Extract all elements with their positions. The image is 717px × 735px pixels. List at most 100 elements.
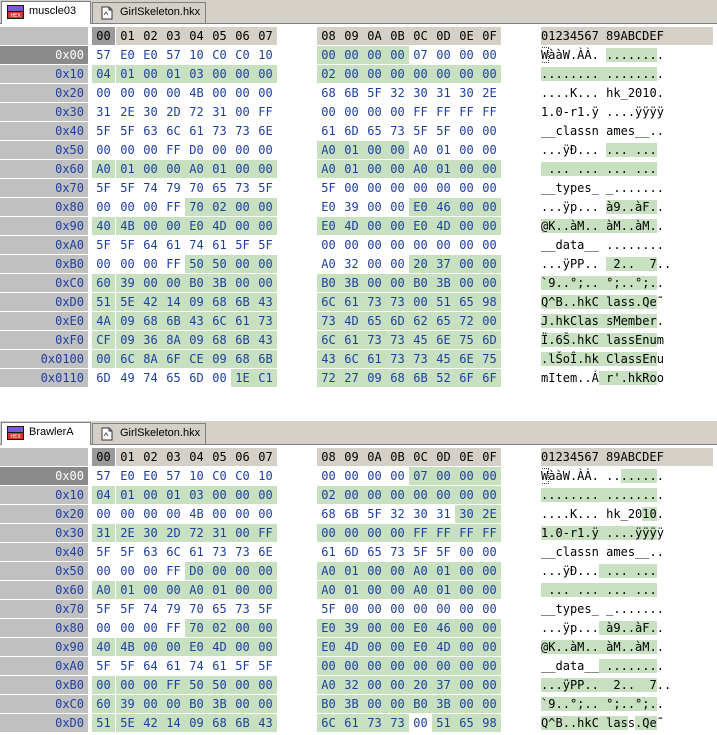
hex-byte[interactable]: 6B [409, 369, 432, 387]
hex-byte[interactable]: FF [436, 105, 451, 119]
hex-byte[interactable]: 00 [344, 105, 359, 119]
hex-byte[interactable]: 00 [258, 143, 273, 157]
hex-byte[interactable]: 00 [231, 676, 254, 694]
hex-byte[interactable]: 5F [321, 181, 336, 195]
hex-byte[interactable]: 09 [116, 331, 139, 349]
hex-byte[interactable]: 68 [208, 331, 231, 349]
hex-byte[interactable]: 00 [390, 238, 405, 252]
hex-byte[interactable]: 00 [367, 238, 382, 252]
hex-byte[interactable]: 2E [116, 524, 139, 542]
hex-byte[interactable]: 00 [478, 676, 501, 694]
hex-byte[interactable]: 00 [254, 274, 277, 292]
hex-byte[interactable]: 00 [363, 46, 386, 64]
ascii-text[interactable]: .lŠoÎ.hk ClassEnu [541, 352, 664, 366]
hex-byte[interactable]: 31 [436, 507, 451, 521]
ascii-text[interactable]: WààW.ÀÀ. ........ [541, 468, 664, 484]
hex-byte[interactable]: 4B [189, 86, 204, 100]
hex-byte[interactable]: 00 [208, 486, 231, 504]
hex-byte[interactable]: 5F [258, 659, 273, 673]
hex-byte[interactable]: E0 [317, 619, 340, 637]
hex-byte[interactable]: 43 [317, 350, 340, 368]
hex-byte[interactable]: 39 [116, 274, 139, 292]
hex-byte[interactable]: C0 [212, 469, 227, 483]
hex-byte[interactable]: A0 [317, 160, 340, 178]
ascii-text[interactable]: 1.0-r1.ÿ ....ÿÿÿÿ [541, 105, 664, 119]
hex-byte[interactable]: 00 [208, 562, 231, 580]
hex-byte[interactable]: B0 [317, 695, 340, 713]
hex-byte[interactable]: 5F [235, 659, 250, 673]
ascii-text[interactable]: __types_ _....... [541, 181, 664, 195]
hex-byte[interactable]: 20 [409, 676, 432, 694]
hex-byte[interactable]: 5F [413, 124, 428, 138]
hex-byte[interactable]: E0 [321, 200, 336, 214]
hex-byte[interactable]: 00 [436, 602, 451, 616]
hex-byte[interactable]: 68 [386, 369, 409, 387]
hex-byte[interactable]: 73 [386, 714, 409, 732]
hex-byte[interactable]: 64 [143, 238, 158, 252]
hex-byte[interactable]: 14 [162, 293, 185, 311]
hex-byte[interactable]: 00 [363, 581, 386, 599]
hex-byte[interactable]: 00 [432, 486, 455, 504]
hex-byte[interactable]: 00 [478, 695, 501, 713]
hex-byte[interactable]: 00 [120, 257, 135, 271]
hex-byte[interactable]: A0 [92, 581, 115, 599]
hex-byte[interactable]: 00 [363, 160, 386, 178]
hex-byte[interactable]: 00 [116, 676, 139, 694]
hex-byte[interactable]: 6D [96, 371, 111, 385]
hex-byte[interactable]: 00 [482, 48, 497, 62]
ascii-text[interactable]: @K..àM.. àM..àM.. [541, 219, 664, 233]
hex-byte[interactable]: 5F [436, 124, 451, 138]
hex-byte[interactable]: 6D [478, 331, 501, 349]
hex-byte[interactable]: 00 [340, 524, 363, 542]
hex-byte[interactable]: 61 [340, 293, 363, 311]
hex-byte[interactable]: 09 [185, 331, 208, 349]
hex-byte[interactable]: 00 [139, 65, 162, 83]
hex-byte[interactable]: 00 [139, 695, 162, 713]
ascii-text[interactable]: __data__ ........ [541, 238, 664, 252]
hex-byte[interactable]: 00 [162, 695, 185, 713]
hex-byte[interactable]: 63 [143, 124, 158, 138]
hex-byte[interactable]: 00 [231, 274, 254, 292]
hex-byte[interactable]: 79 [166, 181, 181, 195]
hex-byte[interactable]: 00 [413, 716, 428, 730]
hex-byte[interactable]: 00 [162, 638, 185, 656]
hex-byte[interactable]: 00 [208, 65, 231, 83]
hex-byte[interactable]: 00 [96, 143, 111, 157]
hex-byte[interactable]: 01 [116, 486, 139, 504]
hex-byte[interactable]: 72 [317, 369, 340, 387]
hex-byte[interactable]: 00 [235, 507, 250, 521]
hex-byte[interactable]: 00 [363, 217, 386, 235]
hex-byte[interactable]: 10 [189, 48, 204, 62]
hex-byte[interactable]: 00 [386, 274, 409, 292]
hex-byte[interactable]: 5F [96, 545, 111, 559]
hex-byte[interactable]: 50 [208, 255, 231, 273]
hex-byte[interactable]: 02 [208, 198, 231, 216]
hex-byte[interactable]: 00 [459, 143, 474, 157]
hex-byte[interactable]: 00 [254, 638, 277, 656]
hex-byte[interactable]: 00 [162, 160, 185, 178]
hex-byte[interactable]: E0 [409, 198, 432, 216]
hex-byte[interactable]: 3B [208, 274, 231, 292]
hex-byte[interactable]: B0 [409, 274, 432, 292]
hex-byte[interactable]: 3B [432, 274, 455, 292]
hex-byte[interactable]: 00 [386, 619, 409, 637]
hex-byte[interactable]: 07 [413, 48, 428, 62]
hex-byte[interactable]: 3B [340, 274, 363, 292]
hex-byte[interactable]: 00 [143, 86, 158, 100]
hex-byte[interactable]: 00 [120, 143, 135, 157]
hex-byte[interactable]: 3B [340, 695, 363, 713]
hex-byte[interactable]: 00 [436, 48, 451, 62]
hex-byte[interactable]: CF [92, 331, 115, 349]
hex-byte[interactable]: FF [254, 524, 277, 542]
ascii-text[interactable]: ........ ........ [541, 488, 664, 502]
hex-byte[interactable]: 00 [459, 602, 474, 616]
hex-byte[interactable]: 00 [455, 581, 478, 599]
hex-byte[interactable]: 00 [363, 524, 386, 542]
hex-byte[interactable]: C0 [235, 48, 250, 62]
hex-byte[interactable]: 00 [231, 217, 254, 235]
hex-byte[interactable]: 61 [340, 331, 363, 349]
hex-byte[interactable]: 45 [432, 350, 455, 368]
hex-byte[interactable]: 00 [321, 238, 336, 252]
hex-byte[interactable]: 00 [432, 65, 455, 83]
hex-byte[interactable]: 73 [363, 331, 386, 349]
